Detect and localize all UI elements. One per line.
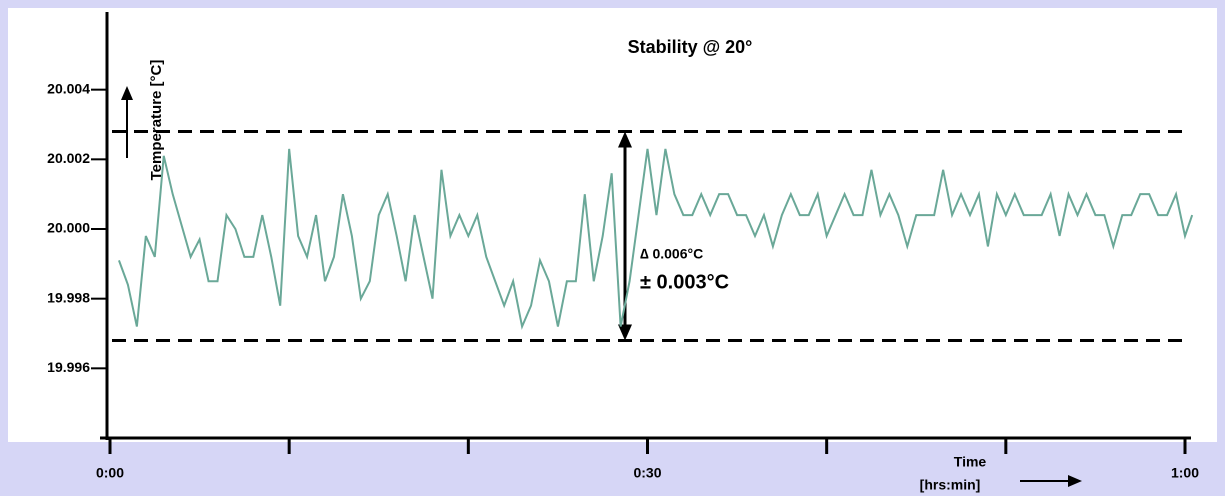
y-tick-label: 19.996 <box>47 359 90 375</box>
x-axis-label: [hrs:min] <box>920 477 981 493</box>
arrow-head <box>618 324 632 341</box>
y-tick-label: 20.000 <box>47 220 90 236</box>
annotation: ± 0.003°C <box>640 271 729 293</box>
plot-area <box>8 8 1217 442</box>
y-tick-label: 20.002 <box>47 150 90 166</box>
annotation: ∆ 0.006°C <box>640 246 703 262</box>
y-tick-label: 20.004 <box>47 80 90 96</box>
y-tick-label: 19.998 <box>47 289 90 305</box>
y-arrow-head <box>121 86 133 100</box>
arrow-head <box>618 131 632 148</box>
chart-title: Stability @ 20° <box>628 37 753 57</box>
x-arrow-head <box>1068 475 1082 487</box>
x-tick-label: 0:30 <box>633 465 661 481</box>
x-tick-label: 1:00 <box>1171 465 1199 481</box>
y-axis-label: Temperature [°C] <box>148 60 165 181</box>
data-line <box>118 148 1194 330</box>
x-tick-label: 0:00 <box>96 465 124 481</box>
x-axis-label: Time <box>954 454 987 470</box>
